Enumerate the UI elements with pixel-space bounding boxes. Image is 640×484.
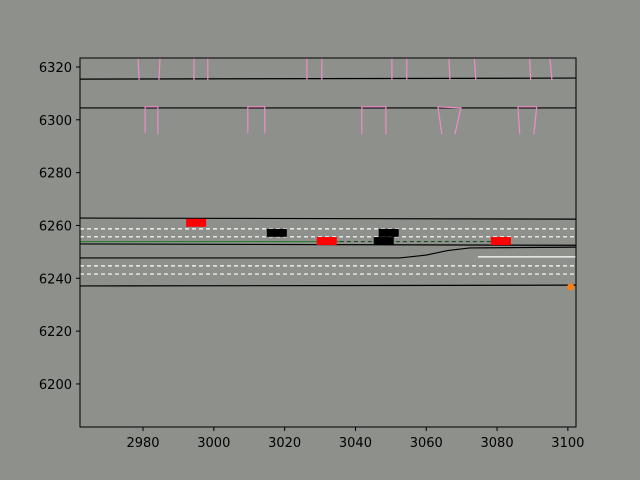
axes-frame: [79, 57, 577, 428]
vehicle: [266, 228, 287, 237]
road-line: [158, 58, 161, 80]
road-line: [144, 106, 159, 135]
y-tick-label: 6280: [39, 167, 72, 182]
y-tick-label: 6240: [39, 272, 72, 287]
vehicle: [490, 237, 511, 246]
road-line: [247, 106, 266, 134]
road-line: [361, 106, 387, 135]
x-tick-label: 3000: [197, 436, 230, 451]
y-tick-label: 6220: [39, 325, 72, 340]
x-tick-label: 3020: [268, 436, 301, 451]
marker: [567, 283, 575, 291]
road-line: [80, 217, 576, 220]
vehicle: [186, 218, 207, 227]
vehicle: [316, 237, 337, 246]
road-line: [473, 58, 477, 80]
road-line: [437, 106, 462, 135]
y-tick-label: 6320: [39, 61, 72, 76]
y-tick-label: 6300: [39, 114, 72, 129]
road-line: [549, 58, 553, 80]
road-line: [80, 284, 576, 287]
plot-area: [80, 58, 576, 291]
road-line: [517, 106, 538, 135]
x-tick-label: 3060: [410, 436, 443, 451]
road-line: [137, 58, 140, 80]
y-tick-label: 6260: [39, 219, 72, 234]
vehicle: [373, 237, 394, 246]
x-tick-label: 3100: [551, 436, 584, 451]
vehicle: [378, 228, 399, 237]
y-tick-label: 6200: [39, 378, 72, 393]
road-line: [448, 58, 451, 80]
x-tick-label: 3040: [339, 436, 372, 451]
x-tick-label: 2980: [126, 436, 159, 451]
x-tick-label: 3080: [481, 436, 514, 451]
road-line: [529, 58, 532, 80]
road-line: [80, 77, 576, 80]
road-line: [80, 246, 576, 259]
